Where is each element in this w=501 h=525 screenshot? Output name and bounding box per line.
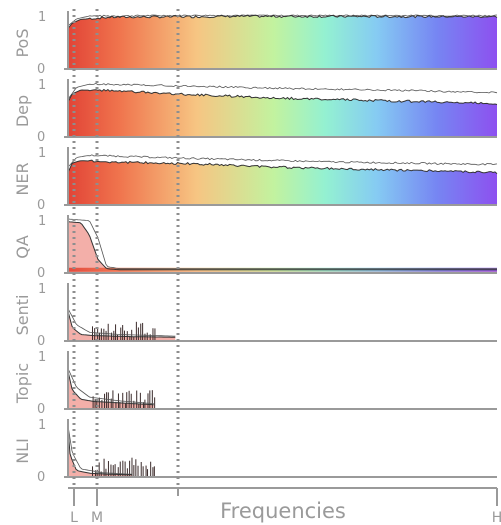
variance-band xyxy=(68,154,497,174)
variance-band xyxy=(68,83,497,105)
mean-line xyxy=(67,14,498,29)
series-area xyxy=(68,89,497,137)
mean-line xyxy=(67,311,176,338)
mean-line xyxy=(67,159,498,174)
panel-senti: 1 0 Senti xyxy=(13,282,497,349)
y-tick-0: 0 xyxy=(37,470,45,485)
x-axis-title: Frequencies xyxy=(220,499,346,523)
y-tick-1: 1 xyxy=(38,350,46,365)
mean-line xyxy=(67,371,154,406)
panel-label: PoS xyxy=(13,28,32,57)
panel-ner: 1 0 NER xyxy=(13,146,498,213)
y-tick-0: 0 xyxy=(37,198,45,213)
panel-topic: 1 0 Topic xyxy=(13,350,497,417)
upper-line xyxy=(67,218,497,270)
panel-nli: 1 0 NLI xyxy=(13,418,497,485)
series-area xyxy=(68,221,497,273)
reference-lines xyxy=(72,9,180,485)
series-area xyxy=(68,311,176,341)
panel-label: NER xyxy=(13,162,32,195)
y-tick-1: 1 xyxy=(38,146,46,161)
panel-label: Topic xyxy=(13,363,32,404)
y-tick-1: 1 xyxy=(38,282,46,297)
panel-label: Dep xyxy=(13,95,32,127)
y-tick-1: 1 xyxy=(38,10,46,25)
panel-label: QA xyxy=(13,235,32,259)
y-tick-1: 1 xyxy=(38,418,46,433)
upper-line xyxy=(67,154,498,168)
panel-dep: 1 0 Dep xyxy=(13,78,498,145)
x-axis: L M H Frequencies xyxy=(68,487,501,525)
panel-qa: 1 0 QA xyxy=(13,214,497,281)
mean-line xyxy=(67,428,133,476)
series-area xyxy=(68,160,497,205)
upper-line xyxy=(67,308,176,337)
y-tick-0: 0 xyxy=(37,62,45,77)
y-tick-0: 0 xyxy=(37,266,45,281)
upper-line xyxy=(67,82,498,100)
y-tick-0: 0 xyxy=(37,402,45,417)
upper-line xyxy=(67,425,133,475)
upper-line xyxy=(67,14,498,27)
panel-pos: 1 0 PoS xyxy=(13,10,498,77)
x-tick-label: H xyxy=(492,510,501,525)
panel-label: NLI xyxy=(13,438,32,464)
upper-line xyxy=(67,368,154,404)
y-tick-1: 1 xyxy=(38,78,46,93)
y-tick-0: 0 xyxy=(37,334,45,349)
series-area xyxy=(68,15,497,70)
x-tick-label: M xyxy=(91,510,103,525)
x-tick-label: L xyxy=(70,510,78,525)
mean-line xyxy=(67,221,497,271)
y-tick-1: 1 xyxy=(38,214,46,229)
y-tick-0: 0 xyxy=(37,130,45,145)
mean-line xyxy=(67,88,498,105)
panel-label: Senti xyxy=(13,295,32,336)
